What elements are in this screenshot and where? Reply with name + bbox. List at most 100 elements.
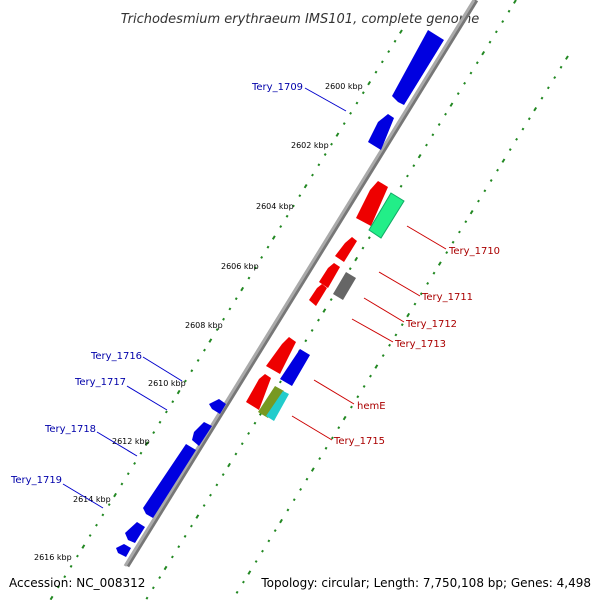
tick-dot <box>208 338 213 343</box>
gene-label-tery-1716[interactable]: Tery_1716 <box>90 351 142 362</box>
tick-dot <box>203 348 206 352</box>
gene-label-hemE[interactable]: hemE <box>357 401 386 412</box>
gene-tery-1714a[interactable] <box>266 337 296 374</box>
tick-dot <box>406 174 409 178</box>
gene-tery-1719[interactable] <box>116 544 131 557</box>
tick-dot <box>253 421 257 425</box>
tick-dot <box>533 106 538 112</box>
tick-dot <box>303 183 308 189</box>
gene-label-tery-1711[interactable]: Tery_1711 <box>421 292 473 303</box>
tick-dot <box>483 189 487 193</box>
tick-dot <box>267 539 271 543</box>
tick-dot <box>317 318 320 322</box>
tick-dot <box>451 240 455 244</box>
tick-dot <box>362 384 366 388</box>
tick-dot <box>406 312 411 318</box>
tick-dot <box>449 102 454 107</box>
tick-dot <box>330 142 333 146</box>
leader-hemE <box>313 379 355 405</box>
gene-tery-1719a[interactable] <box>125 522 145 543</box>
gene-label-tery-1713[interactable]: Tery_1713 <box>394 339 446 350</box>
leader-tery-1719 <box>62 483 104 509</box>
gene-label-tery-1710[interactable]: Tery_1710 <box>448 246 500 257</box>
gene-tery-1718[interactable] <box>143 444 196 518</box>
tick-dot <box>540 96 544 100</box>
tick-dot <box>350 405 353 409</box>
tick-dot <box>261 549 264 553</box>
tick-dot <box>488 40 492 44</box>
gene-tery-1710[interactable] <box>368 192 405 239</box>
tick-dot <box>322 308 327 313</box>
genome-axis-shadow <box>124 0 479 568</box>
gene-label-tery-1719[interactable]: Tery_1719 <box>10 475 62 486</box>
tick-dot <box>247 276 251 280</box>
tick-dot <box>501 158 506 163</box>
tick-dot <box>469 71 473 75</box>
leader-tery-1715 <box>291 415 333 441</box>
leader-tery-1717 <box>126 385 168 411</box>
tick-dot <box>152 431 156 435</box>
map-title: Trichodesmium erythraeum IMS101, complet… <box>121 12 480 27</box>
tick-dot <box>292 498 296 502</box>
gene-hemE[interactable] <box>280 349 310 386</box>
tick-dot <box>432 271 436 275</box>
tick-dot <box>190 524 193 528</box>
tick-dot <box>342 415 347 421</box>
tick-dot <box>361 246 365 250</box>
tick-dot <box>494 30 498 34</box>
tick-dot <box>477 199 480 203</box>
tick-dot <box>190 369 194 373</box>
tick-dot <box>273 529 277 533</box>
gene-tery-1717[interactable] <box>192 422 212 446</box>
tick-dot <box>242 580 245 584</box>
genome-summary: Topology: circular; Length: 7,750,108 bp… <box>261 576 591 590</box>
gene-tery-1716[interactable] <box>209 399 226 414</box>
tick-dot <box>374 364 379 369</box>
tick-dot <box>76 554 79 558</box>
tick-dot <box>400 323 404 327</box>
tick-dot <box>393 39 397 43</box>
gene-tery-1708[interactable] <box>392 30 444 105</box>
tick-dot <box>329 298 333 302</box>
tick-dot <box>507 9 511 13</box>
gene-tery-1715a[interactable] <box>258 386 284 418</box>
tick-dot <box>513 0 517 4</box>
tick-dot <box>546 86 550 90</box>
tick-dot <box>247 431 251 435</box>
tick-dot <box>481 50 486 56</box>
gene-label-tery-1717[interactable]: Tery_1717 <box>74 377 126 388</box>
tick-dot <box>349 111 353 115</box>
gene-labels: Tery_1709 Tery_1710 Tery_1711 Tery_1712 … <box>10 82 500 486</box>
tick-dot <box>176 389 181 395</box>
gene-tery-1712a[interactable] <box>319 263 340 288</box>
gene-tery-1715[interactable] <box>266 391 289 421</box>
gene-tery-1709[interactable] <box>368 114 394 150</box>
tick-dot <box>95 523 98 527</box>
tick-dot <box>337 426 341 430</box>
tick-dot <box>266 245 270 249</box>
gene-tery-1712[interactable] <box>333 272 356 300</box>
tick-dot <box>431 133 435 137</box>
tick-dot <box>209 493 212 497</box>
gene-label-tery-1715[interactable]: Tery_1715 <box>333 436 385 447</box>
tick-dot <box>286 508 290 512</box>
tick-dot <box>413 302 417 306</box>
tick-dot <box>222 317 225 321</box>
tick-dot <box>381 354 385 358</box>
gene-tery-1713[interactable] <box>309 284 327 306</box>
gene-tery-1710a[interactable] <box>356 181 388 226</box>
tick-dot <box>151 586 155 590</box>
leader-tery-1710 <box>406 225 447 250</box>
gene-label-tery-1709[interactable]: Tery_1709 <box>251 82 303 93</box>
tick-dot <box>311 173 314 177</box>
tick-dot <box>399 29 403 34</box>
tick-dot <box>425 143 428 147</box>
gene-tery-1711[interactable] <box>335 237 357 262</box>
tick-dot <box>330 436 334 440</box>
gene-label-tery-1712[interactable]: Tery_1712 <box>405 319 457 330</box>
gene-tery-1714b[interactable] <box>246 374 271 410</box>
tick-dot <box>508 148 512 152</box>
gene-label-tery-1718[interactable]: Tery_1718 <box>44 424 96 435</box>
tick-dot <box>369 374 372 378</box>
leader-tery-1712 <box>363 297 405 323</box>
